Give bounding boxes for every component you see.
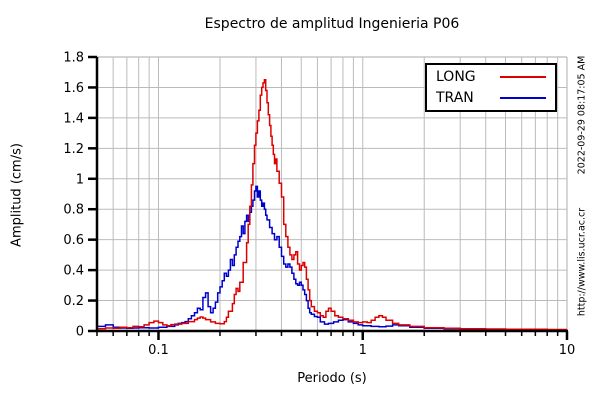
series-line-tran [97, 185, 567, 331]
series-line-long [97, 79, 567, 331]
y-tick-label: 1.6 [63, 81, 84, 96]
legend-line-sample-tran [500, 97, 546, 99]
y-axis-label: Amplitud (cm/s) [9, 143, 25, 247]
y-tick-label: 1.2 [63, 142, 84, 157]
y-tick-label: 0.6 [63, 233, 84, 248]
chart-title: Espectro de amplitud Ingenieria P06 [204, 16, 460, 32]
x-axis-label: Periodo (s) [297, 371, 367, 386]
y-tick-label: 1 [76, 172, 84, 187]
legend-label-long: LONG [436, 69, 476, 85]
x-tick-label: 10 [559, 343, 576, 358]
legend-line-sample-long [500, 76, 546, 78]
timestamp-note: 2022-09-29 08:17:05 AM [576, 55, 588, 175]
y-tick-label: 0.2 [63, 294, 84, 309]
y-tick-label: 0 [76, 325, 84, 340]
legend-entry-long: LONG [436, 68, 546, 86]
source-url-note: http://www.lis.ucr.ac.cr [576, 207, 588, 317]
x-tick-label: 0.1 [148, 343, 169, 358]
x-tick-label: 1 [359, 343, 367, 358]
y-tick-label: 0.8 [63, 203, 84, 218]
legend: LONG TRAN [425, 63, 557, 112]
y-tick-label: 0.4 [63, 264, 84, 279]
legend-entry-tran: TRAN [436, 89, 546, 107]
y-tick-label: 1.4 [63, 111, 84, 126]
y-tick-label: 1.8 [63, 51, 84, 66]
legend-label-tran: TRAN [436, 90, 474, 106]
